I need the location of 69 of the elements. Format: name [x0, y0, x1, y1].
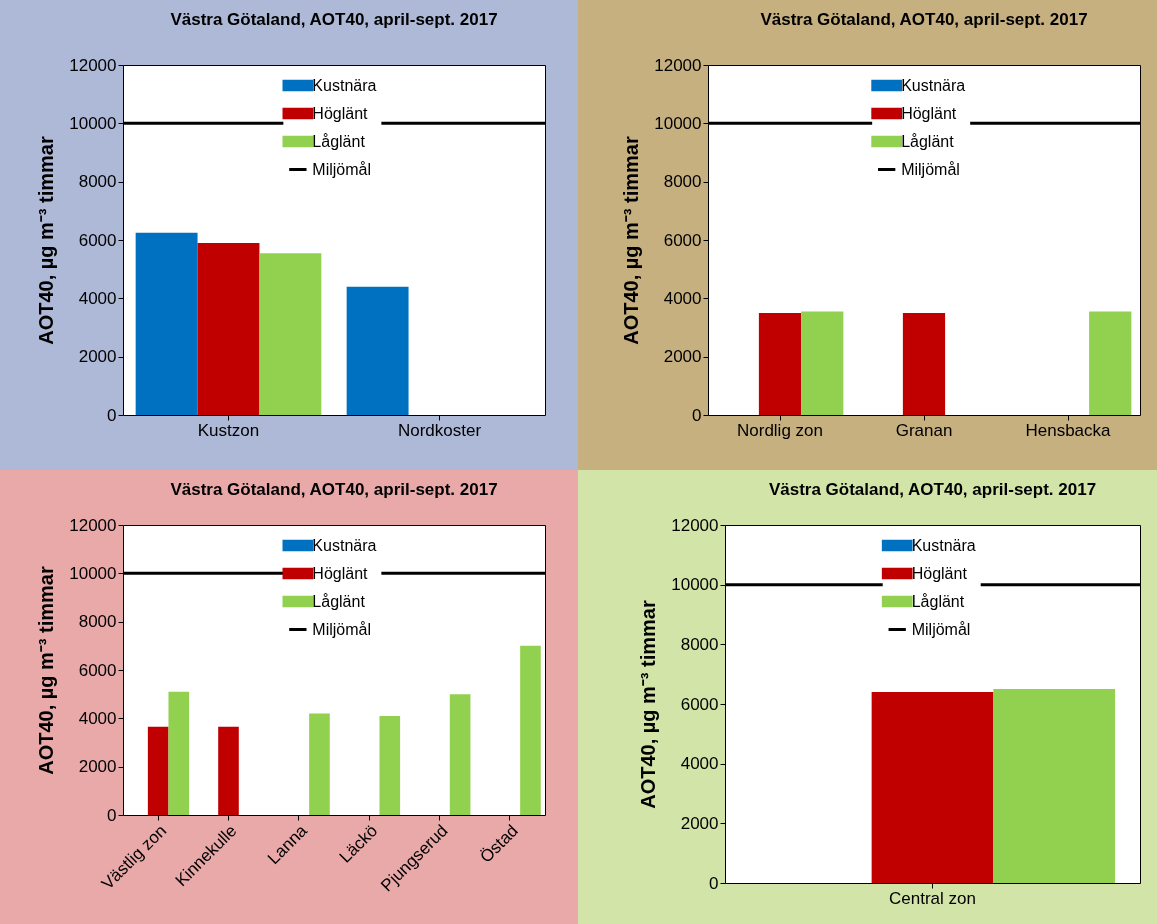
- y-tick-label: 12000: [69, 55, 117, 75]
- chart-title: Västra Götaland, AOT40, april-sept. 2017: [760, 10, 1088, 29]
- y-tick-label: 2000: [663, 347, 702, 367]
- y-tick-label: 12000: [69, 515, 117, 535]
- y-tick-label: 8000: [680, 634, 719, 654]
- legend-label: Låglänt: [312, 592, 366, 610]
- legend-label: Kustnära: [911, 536, 976, 554]
- bar: [309, 713, 330, 815]
- y-tick-label: 0: [692, 405, 702, 425]
- legend-label: Miljömål: [312, 160, 372, 178]
- y-tick-label: 10000: [654, 113, 702, 133]
- y-tick-label: 10000: [69, 563, 117, 583]
- y-tick-label: 12000: [654, 55, 702, 75]
- bar: [379, 715, 401, 815]
- y-tick-label: 6000: [78, 230, 117, 250]
- y-tick-label: 0: [107, 405, 117, 425]
- y-axis-title: AOT40, µg m⁻³ timmar: [637, 600, 660, 809]
- chart-title: Västra Götaland, AOT40, april-sept. 2017: [170, 480, 498, 499]
- x-tick-label: Hensbacka: [1025, 420, 1112, 440]
- y-tick-label: 2000: [78, 347, 117, 367]
- legend-label: Miljömål: [312, 620, 372, 638]
- legend-label: Kustnära: [901, 76, 966, 94]
- bar: [449, 694, 471, 815]
- bar: [218, 726, 239, 815]
- legend-label: Låglänt: [911, 592, 965, 610]
- x-tick-label: Nordlig zon: [737, 420, 823, 440]
- x-tick-label: Granan: [895, 420, 953, 440]
- y-tick-label: 6000: [680, 694, 719, 714]
- x-tick-label: Central zon: [889, 888, 976, 908]
- legend-label: Miljömål: [911, 620, 971, 638]
- y-tick-label: 8000: [663, 172, 702, 192]
- bar: [259, 253, 322, 415]
- y-axis-title: AOT40, µg m⁻³ timmar: [620, 136, 643, 345]
- x-tick-label: Nordkoster: [397, 420, 482, 440]
- bar: [197, 242, 260, 415]
- bar: [168, 691, 190, 815]
- legend-label: Höglänt: [911, 564, 968, 582]
- y-tick-label: 4000: [78, 708, 117, 728]
- legend-label: Höglänt: [901, 104, 957, 122]
- y-tick-label: 10000: [671, 575, 719, 595]
- bar: [147, 726, 169, 815]
- y-tick-label: 6000: [78, 660, 117, 680]
- legend-label: Låglänt: [901, 132, 955, 150]
- x-tick-label: Kustzon: [197, 420, 260, 440]
- y-axis-title: AOT40, µg m⁻³ timmar: [35, 136, 58, 345]
- chart-title: Västra Götaland, AOT40, april-sept. 2017: [768, 480, 1097, 499]
- y-tick-label: 8000: [78, 612, 117, 632]
- y-tick-label: 4000: [78, 288, 117, 308]
- y-tick-label: 4000: [663, 288, 702, 308]
- bar: [520, 645, 541, 815]
- y-tick-label: 10000: [69, 113, 117, 133]
- y-axis-title: AOT40, µg m⁻³ timmar: [35, 566, 58, 775]
- legend-label: Höglänt: [312, 564, 369, 582]
- y-tick-label: 12000: [671, 515, 719, 535]
- legend-label: Kustnära: [312, 76, 377, 94]
- bar: [346, 286, 409, 415]
- bar: [135, 232, 198, 415]
- legend-label: Miljömål: [901, 160, 960, 178]
- y-tick-label: 2000: [78, 757, 117, 777]
- chart-title: Västra Götaland, AOT40, april-sept. 2017: [170, 10, 498, 29]
- legend-label: Höglänt: [312, 104, 369, 122]
- y-tick-label: 6000: [663, 230, 702, 250]
- legend-label: Låglänt: [312, 132, 366, 150]
- y-tick-label: 8000: [78, 172, 117, 192]
- y-tick-label: 2000: [680, 813, 719, 833]
- legend-label: Kustnära: [312, 536, 377, 554]
- y-tick-label: 0: [709, 873, 719, 893]
- y-tick-label: 0: [107, 805, 117, 825]
- y-tick-label: 4000: [680, 754, 719, 774]
